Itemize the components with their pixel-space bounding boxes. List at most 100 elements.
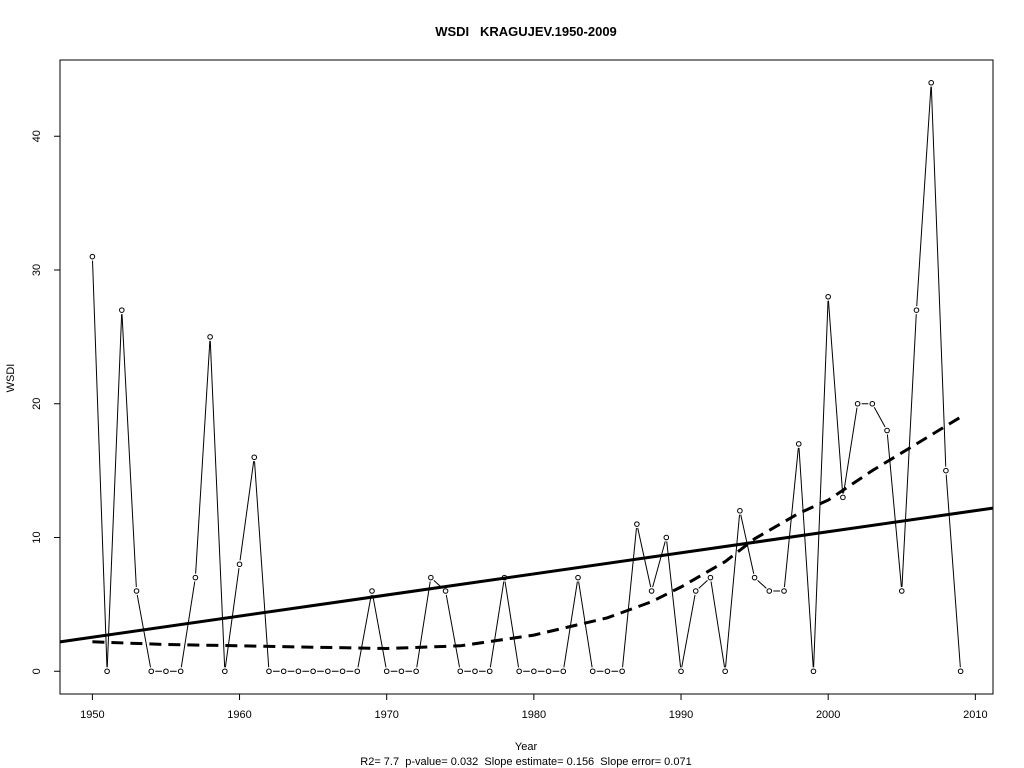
x-tick-label: 1950 xyxy=(80,709,104,721)
observed-point xyxy=(795,441,802,447)
x-tick-label: 1990 xyxy=(669,709,693,721)
observed-point xyxy=(840,494,846,501)
observed-segment xyxy=(843,407,858,494)
observed-point xyxy=(766,588,773,594)
observed-point xyxy=(295,668,302,675)
observed-segment xyxy=(416,581,431,668)
x-axis-label: Year xyxy=(515,741,538,753)
observed-point xyxy=(825,293,831,300)
observed-segment xyxy=(504,581,520,668)
observed-segment xyxy=(945,474,961,668)
observed-point xyxy=(192,574,199,581)
smooth-trend-line xyxy=(92,415,962,651)
observed-segment xyxy=(445,594,461,668)
observed-point xyxy=(663,534,670,541)
plot-frame xyxy=(59,59,994,695)
observed-segment xyxy=(930,86,947,467)
observed-point xyxy=(148,668,155,675)
y-tick-label: 40 xyxy=(31,130,43,142)
x-axis: 1950 1960 1970 1980 1990 2000 2010 xyxy=(80,693,988,721)
observed-segment xyxy=(209,340,226,668)
chart-title: WSDI KRAGUJEV.1950-2009 xyxy=(435,24,617,39)
observed-point xyxy=(913,307,920,313)
x-tick-label: 2010 xyxy=(963,709,987,721)
observed-segment xyxy=(622,528,637,668)
observed-segment xyxy=(698,579,708,589)
observed-point xyxy=(560,668,567,675)
y-tick-label: 30 xyxy=(31,264,43,276)
observed-segment xyxy=(710,581,726,668)
series-layer xyxy=(59,79,994,675)
observed-point xyxy=(751,574,758,581)
observed-point xyxy=(413,668,419,675)
observed-segment xyxy=(666,541,682,668)
y-tick-label: 10 xyxy=(31,531,43,543)
observed-point xyxy=(339,668,346,675)
observed-point xyxy=(369,588,375,594)
observed-point xyxy=(177,668,184,675)
observed-segment xyxy=(813,300,829,668)
observed-segment xyxy=(372,594,387,668)
observed-point xyxy=(310,668,316,675)
observed-point xyxy=(516,668,522,675)
observed-point xyxy=(781,588,787,594)
observed-point xyxy=(943,467,949,474)
observed-segment xyxy=(757,579,767,589)
observed-point xyxy=(119,307,125,313)
observed-point xyxy=(634,521,640,527)
observed-point xyxy=(648,588,655,594)
y-tick-label: 0 xyxy=(31,668,43,674)
observed-point xyxy=(957,668,964,675)
observed-point xyxy=(692,588,699,594)
observed-segment xyxy=(106,314,123,668)
observed-point xyxy=(737,507,743,514)
observed-point xyxy=(898,588,905,594)
observed-segment xyxy=(886,434,902,588)
observed-point xyxy=(884,427,890,434)
observed-point xyxy=(869,400,876,407)
observed-point xyxy=(236,561,243,568)
observed-point xyxy=(722,668,728,675)
observed-segment xyxy=(827,300,844,494)
x-tick-label: 1960 xyxy=(227,709,251,721)
observed-point xyxy=(104,668,110,675)
observed-point xyxy=(251,454,258,461)
observed-segment xyxy=(254,461,270,668)
observed-point xyxy=(207,334,213,340)
observed-point xyxy=(589,668,596,675)
observed-segment xyxy=(873,407,886,428)
observed-point xyxy=(163,668,169,675)
observed-segment xyxy=(92,260,108,668)
observed-segment xyxy=(916,86,932,307)
observed-segment xyxy=(725,514,741,668)
observed-point xyxy=(457,668,464,675)
observed-point xyxy=(678,668,684,675)
observed-point xyxy=(133,588,140,594)
observed-point xyxy=(280,668,287,675)
observed-point xyxy=(545,668,552,675)
observed-point xyxy=(604,668,611,675)
observed-point xyxy=(472,668,478,675)
y-tick-label: 20 xyxy=(31,398,43,410)
observed-segment xyxy=(357,594,372,668)
observed-point xyxy=(428,574,434,581)
x-tick-label: 2000 xyxy=(816,709,840,721)
observed-point xyxy=(707,574,714,581)
observed-segment xyxy=(239,461,255,561)
observed-segment xyxy=(489,581,505,668)
observed-point xyxy=(89,253,96,260)
observed-point xyxy=(325,668,331,675)
observed-segment xyxy=(798,447,814,668)
stats-line: R2= 7.7 p-value= 0.032 Slope estimate= 0… xyxy=(360,756,691,768)
observed-segment xyxy=(121,314,137,588)
observed-segment xyxy=(195,340,211,574)
observed-point xyxy=(854,400,861,407)
x-tick-label: 1980 xyxy=(522,709,546,721)
observed-point xyxy=(486,668,493,675)
observed-segment xyxy=(652,541,666,588)
observed-point xyxy=(531,668,537,675)
observed-point xyxy=(928,79,934,86)
observed-point xyxy=(442,588,449,594)
observed-point xyxy=(810,668,817,675)
